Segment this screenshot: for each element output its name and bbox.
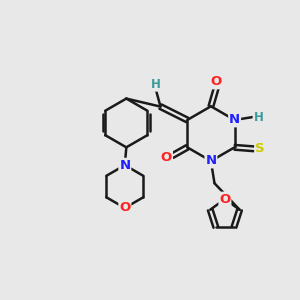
Text: H: H — [254, 110, 263, 124]
Text: N: N — [206, 154, 217, 167]
Text: O: O — [219, 193, 230, 206]
Text: N: N — [119, 159, 130, 172]
Text: O: O — [161, 151, 172, 164]
Text: O: O — [211, 75, 222, 88]
Text: O: O — [119, 202, 130, 214]
Text: S: S — [255, 142, 265, 155]
Text: N: N — [229, 113, 240, 127]
Text: H: H — [151, 78, 161, 91]
